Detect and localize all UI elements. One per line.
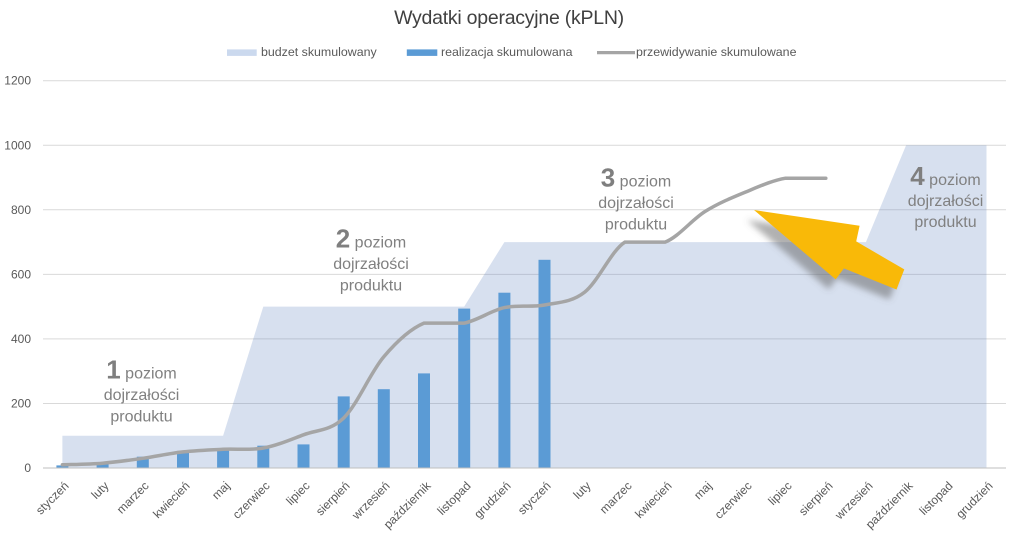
svg-text:Wydatki operacyjne (kPLN): Wydatki operacyjne (kPLN) bbox=[394, 7, 624, 29]
svg-text:600: 600 bbox=[11, 267, 31, 281]
svg-text:grudzień: grudzień bbox=[953, 479, 995, 521]
svg-text:1000: 1000 bbox=[4, 138, 31, 152]
svg-text:styczeń: styczeń bbox=[33, 479, 72, 518]
svg-text:listopad: listopad bbox=[434, 479, 473, 518]
svg-text:sierpień: sierpień bbox=[796, 479, 836, 519]
svg-text:sierpień: sierpień bbox=[313, 479, 353, 519]
svg-text:luty: luty bbox=[89, 479, 112, 502]
svg-text:realizacja skumulowana: realizacja skumulowana bbox=[441, 45, 573, 59]
svg-text:kwiecień: kwiecień bbox=[150, 479, 192, 521]
svg-text:maj: maj bbox=[691, 479, 715, 503]
svg-text:budzet skumulowany: budzet skumulowany bbox=[261, 45, 378, 59]
svg-text:maj: maj bbox=[209, 479, 233, 503]
svg-text:dojrzałości: dojrzałości bbox=[598, 195, 674, 212]
svg-text:3 poziom: 3 poziom bbox=[601, 163, 672, 193]
svg-text:listopad: listopad bbox=[916, 479, 955, 518]
svg-text:1 poziom: 1 poziom bbox=[106, 355, 177, 385]
svg-text:produktu: produktu bbox=[110, 409, 172, 426]
svg-text:grudzień: grudzień bbox=[471, 479, 513, 521]
svg-text:marzec: marzec bbox=[597, 479, 635, 517]
svg-text:400: 400 bbox=[11, 332, 31, 346]
svg-text:przewidywanie skumulowane: przewidywanie skumulowane bbox=[636, 45, 797, 59]
svg-text:2 poziom: 2 poziom bbox=[336, 224, 407, 254]
svg-text:produktu: produktu bbox=[914, 214, 976, 231]
svg-text:lipiec: lipiec bbox=[283, 479, 312, 508]
svg-text:luty: luty bbox=[571, 479, 594, 502]
svg-text:dojrzałości: dojrzałości bbox=[908, 193, 984, 210]
svg-text:czerwiec: czerwiec bbox=[712, 479, 755, 522]
svg-text:produktu: produktu bbox=[340, 278, 402, 295]
svg-text:1200: 1200 bbox=[4, 74, 31, 88]
svg-text:dojrzałości: dojrzałości bbox=[104, 387, 180, 404]
svg-text:dojrzałości: dojrzałości bbox=[333, 256, 409, 273]
svg-text:200: 200 bbox=[11, 397, 31, 411]
svg-text:kwiecień: kwiecień bbox=[632, 479, 674, 521]
svg-text:lipiec: lipiec bbox=[765, 479, 794, 508]
svg-text:800: 800 bbox=[11, 203, 31, 217]
svg-text:marzec: marzec bbox=[114, 479, 152, 517]
svg-text:styczeń: styczeń bbox=[515, 479, 554, 518]
svg-text:produktu: produktu bbox=[605, 217, 667, 234]
svg-text:0: 0 bbox=[24, 461, 31, 475]
svg-text:czerwiec: czerwiec bbox=[230, 479, 273, 522]
